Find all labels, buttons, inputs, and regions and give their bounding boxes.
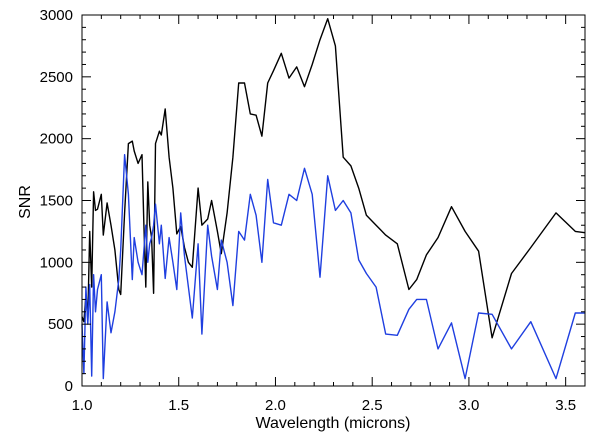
y-tick-label: 0 xyxy=(65,378,73,395)
x-tick-label: 1.5 xyxy=(168,397,189,414)
x-tick-label: 3.0 xyxy=(458,397,479,414)
series-line-2 xyxy=(81,153,585,380)
y-tick-label: 3000 xyxy=(40,7,73,24)
x-axis-label: Wavelength (microns) xyxy=(255,415,410,432)
x-tick-label: 3.5 xyxy=(555,397,576,414)
series-line-1 xyxy=(81,18,586,339)
y-tick-label: 1500 xyxy=(40,193,73,210)
y-tick-label: 2500 xyxy=(40,69,73,86)
y-tick-label: 500 xyxy=(48,316,73,333)
axis-layer: 1.0 1.5 2.0 2.5 3.0 3.5 0 500 1000 1500 2000 2500 30… xyxy=(40,7,586,414)
y-axis-label: SNR xyxy=(17,185,34,219)
y-tick-label: 2000 xyxy=(40,131,73,148)
x-tick-label: 2.5 xyxy=(362,397,383,414)
x-tick-label: 1.0 xyxy=(72,397,93,414)
series-layer xyxy=(81,18,586,380)
y-tick-label: 1000 xyxy=(40,254,73,271)
x-tick-label: 2.0 xyxy=(265,397,286,414)
